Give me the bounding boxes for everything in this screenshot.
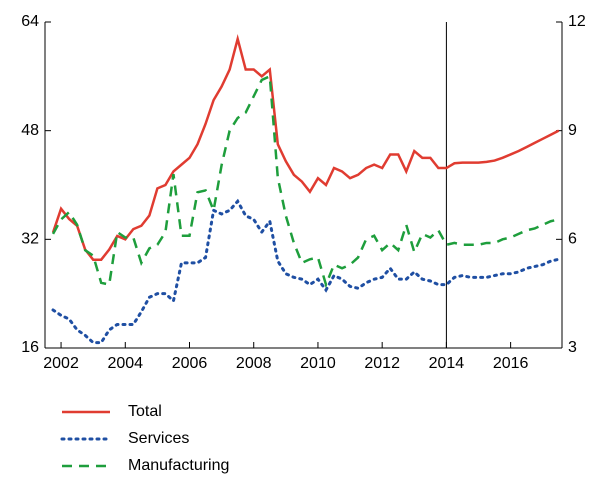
x-tick-label: 2014	[429, 355, 465, 372]
y2-tick-label: 12	[568, 13, 586, 30]
x-tick-label: 2016	[493, 355, 529, 372]
y-tick-label: 64	[21, 13, 39, 30]
y-tick-label: 48	[21, 122, 39, 139]
y-tick-label: 32	[21, 231, 39, 248]
x-tick-label: 2006	[172, 355, 208, 372]
series-line	[51, 198, 561, 345]
y2-tick-label: 6	[568, 231, 577, 248]
y2-tick-label: 9	[568, 122, 577, 139]
legend-label: Total	[128, 403, 162, 420]
x-tick-label: 2002	[43, 355, 79, 372]
series-line	[51, 74, 560, 289]
y2-tick-label: 3	[568, 339, 577, 356]
x-tick-label: 2012	[364, 355, 400, 372]
x-tick-label: 2010	[300, 355, 336, 372]
legend-label: Services	[128, 430, 189, 447]
y-tick-label: 16	[21, 339, 39, 356]
x-tick-label: 2004	[107, 355, 143, 372]
x-tick-label: 2008	[236, 355, 272, 372]
legend-label: Manufacturing	[128, 457, 229, 474]
series-line	[51, 34, 560, 261]
